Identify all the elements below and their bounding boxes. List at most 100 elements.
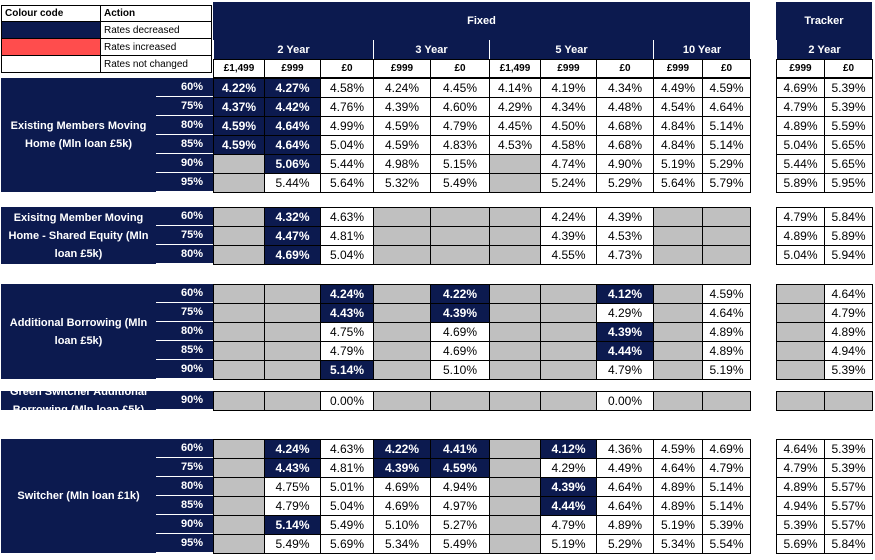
rate-cell: 4.64% [776, 439, 825, 459]
rate-cell: 5.29% [596, 534, 654, 554]
rate-cell: 4.22% [213, 78, 265, 98]
section-label: Additional Borrowing (Mln loan £5k) [1, 284, 156, 379]
rate-cell-empty [213, 154, 265, 174]
rate-cell: 4.44% [596, 341, 654, 361]
fee-header: £999 [540, 59, 597, 78]
rate-cell: 4.64% [653, 458, 703, 478]
section-label: Existing Members Moving Home (Mln loan £… [1, 78, 156, 192]
rate-cell-empty [489, 391, 541, 411]
rate-cell-empty [213, 515, 265, 535]
rate-cell-empty [702, 391, 751, 411]
rate-cell-empty [213, 360, 265, 380]
rate-cell: 4.79% [776, 207, 825, 227]
rate-cell-empty [264, 303, 321, 323]
rate-cell-empty [653, 303, 703, 323]
rate-cell: 5.04% [776, 135, 825, 155]
rate-cell: 4.94% [430, 477, 490, 497]
rate-cell: 5.49% [264, 534, 321, 554]
rate-cell-empty [540, 303, 597, 323]
rate-cell: 4.84% [653, 135, 703, 155]
rate-cell: 5.01% [320, 477, 374, 497]
rate-cell: 4.59% [653, 439, 703, 459]
rate-cell-empty [430, 391, 490, 411]
ltv-label: 80% [156, 245, 213, 264]
rate-cell: 5.34% [373, 534, 431, 554]
rate-cell: 4.99% [320, 116, 374, 136]
rate-cell-empty [776, 391, 825, 411]
rate-cell: 4.59% [702, 78, 751, 98]
rate-cell: 4.14% [489, 78, 541, 98]
rate-cell: 4.89% [653, 477, 703, 497]
rate-cell-empty [489, 173, 541, 193]
rate-cell-empty [824, 391, 873, 411]
rate-cell-empty [653, 245, 703, 265]
fee-header: £1,499 [489, 59, 541, 78]
rate-cell: 5.79% [702, 173, 751, 193]
term-3-year: 3 Year [373, 40, 489, 59]
term-5-year: 5 Year [489, 40, 653, 59]
rate-cell-empty [653, 284, 703, 304]
fee-header: £999 [264, 59, 321, 78]
rate-cell: 4.29% [596, 303, 654, 323]
rate-cell: 4.59% [213, 135, 265, 155]
rate-cell: 4.59% [373, 116, 431, 136]
rate-cell-empty [489, 341, 541, 361]
tracker-term-2-year: 2 Year [776, 40, 872, 59]
ltv-label: 90% [156, 391, 213, 410]
rate-cell: 4.69% [702, 439, 751, 459]
rate-cell: 5.29% [596, 173, 654, 193]
rate-cell: 4.43% [264, 458, 321, 478]
rate-cell-empty [430, 226, 490, 246]
rate-cell: 4.89% [776, 116, 825, 136]
rate-cell: 4.79% [430, 116, 490, 136]
rate-cell-empty [489, 322, 541, 342]
rate-cell: 5.49% [430, 534, 490, 554]
rate-cell-empty [489, 226, 541, 246]
rate-cell: 4.39% [373, 458, 431, 478]
rate-cell: 5.14% [264, 515, 321, 535]
rate-cell-empty [373, 322, 431, 342]
ltv-label: 75% [156, 303, 213, 322]
rate-cell: 4.69% [430, 322, 490, 342]
rate-cell: 4.89% [776, 477, 825, 497]
rate-cell: 4.79% [776, 97, 825, 117]
rate-cell: 5.49% [430, 173, 490, 193]
rate-cell: 4.81% [320, 458, 374, 478]
rate-cell: 4.45% [489, 116, 541, 136]
rate-cell: 5.39% [824, 458, 873, 478]
rate-cell: 4.79% [776, 458, 825, 478]
rate-cell: 5.04% [320, 135, 374, 155]
rate-cell: 4.48% [596, 97, 654, 117]
rate-cell: 4.68% [596, 135, 654, 155]
rate-cell: 5.14% [320, 360, 374, 380]
rate-cell: 5.89% [824, 226, 873, 246]
rate-cell: 4.73% [596, 245, 654, 265]
rate-cell: 4.94% [824, 341, 873, 361]
rate-cell: 4.69% [373, 496, 431, 516]
rate-cell-empty [702, 245, 751, 265]
rate-cell: 4.39% [430, 303, 490, 323]
fee-header: £999 [373, 59, 431, 78]
ltv-label: 80% [156, 322, 213, 341]
rate-cell: 5.10% [430, 360, 490, 380]
rate-cell: 4.39% [540, 226, 597, 246]
rate-cell: 5.04% [320, 245, 374, 265]
legend-swatch-increased [1, 38, 101, 56]
rate-cell: 5.14% [702, 116, 751, 136]
rate-cell-empty [213, 496, 265, 516]
ltv-label: 80% [156, 116, 213, 135]
rate-cell: 4.42% [264, 97, 321, 117]
rate-cell: 4.59% [430, 458, 490, 478]
rate-cell-empty [489, 303, 541, 323]
rate-cell: 5.39% [824, 360, 873, 380]
rate-cell: 5.06% [264, 154, 321, 174]
rate-cell: 5.27% [430, 515, 490, 535]
legend-label-unchanged: Rates not changed [100, 55, 212, 73]
rate-cell: 4.69% [373, 477, 431, 497]
rate-cell-empty [430, 245, 490, 265]
rate-cell: 5.29% [702, 154, 751, 174]
rate-cell: 4.58% [320, 78, 374, 98]
rate-cell: 4.79% [540, 515, 597, 535]
rate-cell: 4.89% [653, 496, 703, 516]
rate-cell: 4.74% [540, 154, 597, 174]
